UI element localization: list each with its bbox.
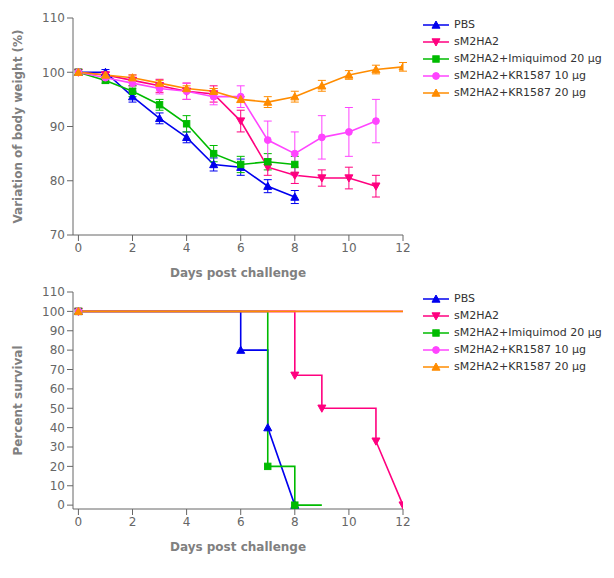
html-text:sM2HA2+KR1587 10 μg: sM2HA2+KR1587 10 μg — [454, 343, 587, 356]
svg-text:110: 110 — [42, 285, 65, 299]
svg-text:Days post challenge: Days post challenge — [170, 266, 306, 280]
html-text:sM2HA2+Imiquimod 20 μg: sM2HA2+Imiquimod 20 μg — [454, 52, 602, 65]
svg-text:Percent survival: Percent survival — [11, 345, 25, 455]
svg-text:6: 6 — [237, 241, 245, 255]
html-text:PBS: PBS — [454, 292, 475, 305]
svg-text:4: 4 — [183, 241, 191, 255]
svg-text:12: 12 — [395, 515, 410, 529]
svg-text:Days post challenge: Days post challenge — [170, 540, 306, 554]
svg-text:10: 10 — [341, 241, 356, 255]
svg-text:8: 8 — [291, 515, 299, 529]
svg-text:90: 90 — [50, 324, 65, 338]
svg-text:8: 8 — [291, 241, 299, 255]
svg-text:30: 30 — [50, 440, 65, 454]
svg-text:50: 50 — [50, 402, 65, 416]
svg-text:100: 100 — [42, 66, 65, 80]
html-text:sM2HA2: sM2HA2 — [454, 309, 499, 322]
svg-text:0: 0 — [75, 241, 83, 255]
svg-text:12: 12 — [395, 241, 410, 255]
svg-text:70: 70 — [50, 228, 65, 242]
html-text:sM2HA2+KR1587 20 μg: sM2HA2+KR1587 20 μg — [454, 86, 587, 99]
svg-text:110: 110 — [42, 11, 65, 25]
html-text:PBS: PBS — [454, 18, 475, 31]
svg-text:6: 6 — [237, 515, 245, 529]
svg-text:80: 80 — [50, 343, 65, 357]
svg-text:100: 100 — [42, 305, 65, 319]
svg-text:0: 0 — [57, 498, 65, 512]
svg-text:80: 80 — [50, 174, 65, 188]
svg-text:60: 60 — [50, 382, 65, 396]
svg-text:2: 2 — [129, 515, 137, 529]
svg-text:70: 70 — [50, 363, 65, 377]
svg-text:4: 4 — [183, 515, 191, 529]
html-text:sM2HA2+KR1587 20 μg: sM2HA2+KR1587 20 μg — [454, 360, 587, 373]
svg-text:10: 10 — [341, 515, 356, 529]
svg-text:40: 40 — [50, 421, 65, 435]
html-text:sM2HA2+Imiquimod 20 μg: sM2HA2+Imiquimod 20 μg — [454, 326, 602, 339]
svg-text:20: 20 — [50, 460, 65, 474]
svg-text:90: 90 — [50, 120, 65, 134]
html-text:sM2HA2+KR1587 10 μg: sM2HA2+KR1587 10 μg — [454, 69, 587, 82]
svg-text:10: 10 — [50, 479, 65, 493]
svg-text:Variation of body weight (%): Variation of body weight (%) — [11, 29, 25, 223]
svg-text:2: 2 — [129, 241, 137, 255]
svg-text:0: 0 — [75, 515, 83, 529]
html-text:sM2HA2: sM2HA2 — [454, 35, 499, 48]
